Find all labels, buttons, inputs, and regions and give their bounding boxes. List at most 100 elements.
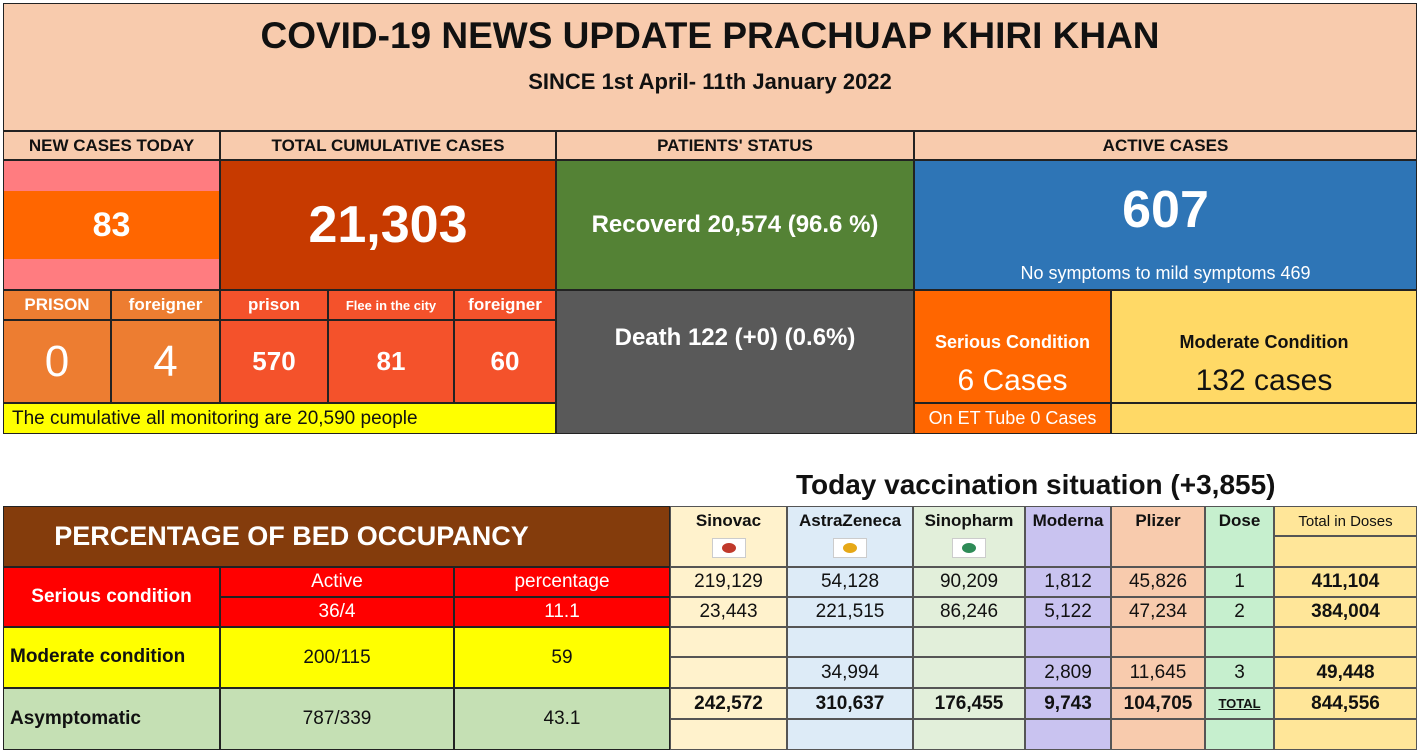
vaccine-dose1-sinopharm: 90,209 (913, 567, 1025, 597)
moderate-panel (1111, 290, 1417, 403)
vaccine-dose1-total: 411,104 (1274, 567, 1417, 597)
vaccine-cell-blank (1111, 627, 1205, 657)
active-header: ACTIVE CASES (914, 131, 1417, 160)
foreigner-value: 4 (111, 320, 220, 403)
moderate-label: Moderate Condition (1179, 331, 1349, 352)
moderate-footer (1111, 403, 1417, 434)
prison-label: PRISON (3, 290, 111, 320)
serious-panel (914, 290, 1111, 403)
vaccine-cell-blank (787, 719, 913, 750)
bed-serious-label: Serious condition (3, 567, 220, 627)
bed-serious-active: 36/4 (220, 597, 454, 627)
serious-value: 6 Cases (957, 364, 1068, 397)
vaccine-header-plizer: Plizer (1111, 506, 1205, 567)
et-tube-text: On ET Tube 0 Cases (914, 403, 1111, 434)
vaccine-cell-blank (913, 719, 1025, 750)
vaccine-header-moderna: Moderna (1025, 506, 1111, 567)
vaccine-dose2-plizer: 47,234 (1111, 597, 1205, 627)
death-panel (556, 290, 914, 434)
cum-prison-value: 570 (220, 320, 328, 403)
bed-serious-pct: 11.1 (454, 597, 670, 627)
cumulative-value: 21,303 (220, 160, 556, 290)
serious-label: Serious Condition (935, 331, 1090, 352)
vaccine-dose1-sinovac: 219,129 (670, 567, 787, 597)
vaccine-dose3-sinovac (670, 657, 787, 688)
cum-prison-label: prison (220, 290, 328, 320)
bed-moderate-pct: 59 (454, 627, 670, 688)
vaccine-dose2-sinopharm: 86,246 (913, 597, 1025, 627)
vaccination-title: Today vaccination situation (+3,855) (796, 469, 1276, 500)
bed-occupancy-title: PERCENTAGE OF BED OCCUPANCY (3, 506, 670, 567)
active-panel (914, 160, 1417, 290)
vaccine-header-astrazeneca: AstraZeneca (787, 506, 913, 567)
monitoring-bar (3, 403, 556, 434)
bed-asym-active: 787/339 (220, 688, 454, 750)
vaccine-cell-blank (1274, 627, 1417, 657)
active-mild-text: No symptoms to mild symptoms 469 (1020, 262, 1311, 283)
sinovac-logo-icon (711, 538, 746, 558)
page-title: COVID-19 NEWS UPDATE PRACHUAP KHIRI KHAN (260, 15, 1160, 56)
bed-active-header: Active (220, 567, 454, 597)
vaccine-dose2-total: 384,004 (1274, 597, 1417, 627)
vaccine-dose1-moderna: 1,812 (1025, 567, 1111, 597)
vaccine-dose2-astrazeneca: 221,515 (787, 597, 913, 627)
cum-foreigner-value: 60 (454, 320, 556, 403)
vaccine-cell-blank (1025, 719, 1111, 750)
monitoring-text: The cumulative all monitoring are 20,590… (12, 408, 418, 429)
vaccine-cell-blank (1111, 719, 1205, 750)
bed-asym-label: Asymptomatic (3, 688, 220, 750)
vaccine-header-total: Total in Doses (1274, 506, 1417, 536)
sinopharm-logo-icon (952, 538, 986, 558)
active-value: 607 (1122, 181, 1209, 239)
foreigner-label: foreigner (111, 290, 220, 320)
death-text: Death 122 (+0) (0.6%) (614, 324, 856, 351)
vaccine-dose1-plizer: 45,826 (1111, 567, 1205, 597)
vaccine-total-sinopharm: 176,455 (913, 688, 1025, 719)
cumulative-header: TOTAL CUMULATIVE CASES (220, 131, 556, 160)
vaccine-dose3-plizer: 11,645 (1111, 657, 1205, 688)
vaccine-dose3-moderna: 2,809 (1025, 657, 1111, 688)
vaccine-dose1-astrazeneca: 54,128 (787, 567, 913, 597)
vaccine-dose3-sinopharm (913, 657, 1025, 688)
vaccine-dose2-dose: 2 (1205, 597, 1274, 627)
vaccine-cell-blank (1205, 627, 1274, 657)
new-cases-header: NEW CASES TODAY (3, 131, 220, 160)
cum-flee-label: Flee in the city (328, 290, 454, 320)
vaccine-total-astrazeneca: 310,637 (787, 688, 913, 719)
vaccine-total-sinovac: 242,572 (670, 688, 787, 719)
vaccine-dose3-dose: 3 (1205, 657, 1274, 688)
bed-asym-pct: 43.1 (454, 688, 670, 750)
vaccine-cell-blank (670, 719, 787, 750)
cum-foreigner-label: foreigner (454, 290, 556, 320)
vaccine-dose3-total: 49,448 (1274, 657, 1417, 688)
vaccine-dose3-astrazeneca: 34,994 (787, 657, 913, 688)
vaccine-dose1-dose: 1 (1205, 567, 1274, 597)
patients-header: PATIENTS' STATUS (556, 131, 914, 160)
cum-flee-value: 81 (328, 320, 454, 403)
bed-moderate-active: 200/115 (220, 627, 454, 688)
vaccine-cell-blank (1025, 627, 1111, 657)
vaccine-total-plizer: 104,705 (1111, 688, 1205, 719)
vaccine-header-blank (1274, 536, 1417, 567)
vaccine-header-sinovac: Sinovac (670, 506, 787, 567)
prison-value: 0 (3, 320, 111, 403)
vaccine-cell-blank (1205, 719, 1274, 750)
vaccine-cell-blank (787, 627, 913, 657)
vaccine-dose2-moderna: 5,122 (1025, 597, 1111, 627)
recovered-text: Recoverd 20,574 (96.6 %) (556, 160, 914, 290)
vaccine-cell-blank (1274, 719, 1417, 750)
page-subtitle: SINCE 1st April- 11th January 2022 (528, 69, 892, 94)
vaccine-total-moderna: 9,743 (1025, 688, 1111, 719)
bed-moderate-label: Moderate condition (3, 627, 220, 688)
header-banner (3, 3, 1417, 131)
vaccine-total-total: 844,556 (1274, 688, 1417, 719)
vaccine-cell-blank (670, 627, 787, 657)
bed-percentage-header: percentage (454, 567, 670, 597)
vaccine-dose2-sinovac: 23,443 (670, 597, 787, 627)
vaccine-header-dose: Dose (1205, 506, 1274, 567)
astrazeneca-logo-icon (833, 538, 867, 558)
vaccine-cell-blank (913, 627, 1025, 657)
vaccine-total-dose: TOTAL (1205, 688, 1274, 719)
new-cases-value: 83 (4, 191, 219, 259)
moderate-value: 132 cases (1195, 364, 1333, 397)
